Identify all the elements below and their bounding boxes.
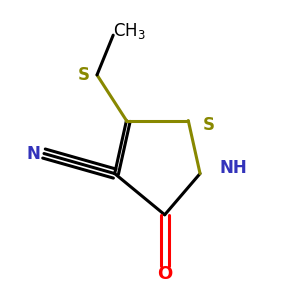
Text: CH$_3$: CH$_3$	[113, 21, 146, 41]
Text: O: O	[157, 265, 172, 283]
Text: N: N	[27, 145, 40, 163]
Text: NH: NH	[219, 159, 247, 177]
Text: S: S	[78, 66, 90, 84]
Text: S: S	[203, 116, 215, 134]
